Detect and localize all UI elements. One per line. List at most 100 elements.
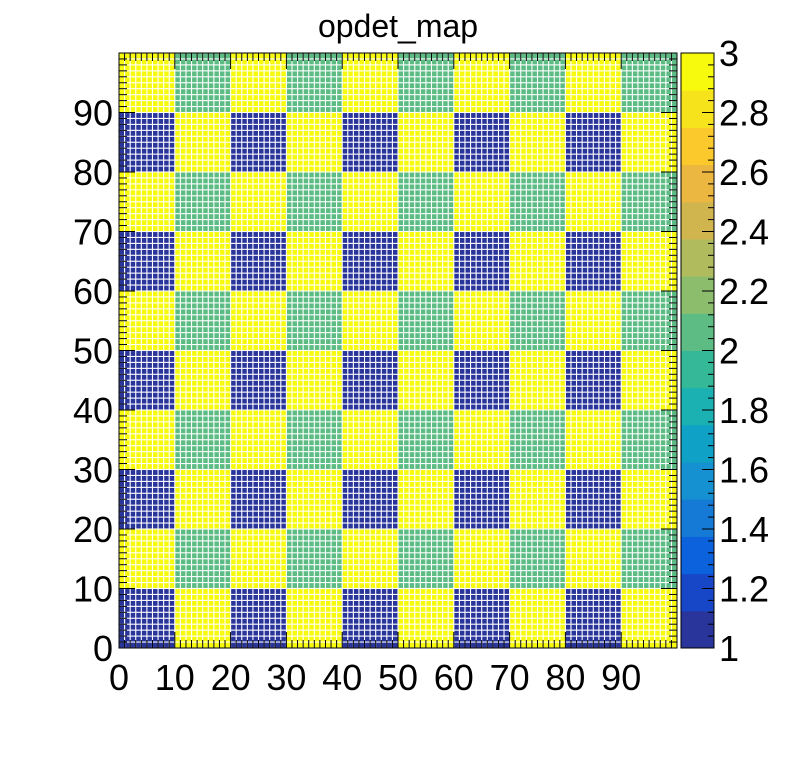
heatmap-cell <box>610 571 616 577</box>
heatmap-cell <box>493 618 498 624</box>
heatmap-cell <box>655 499 660 505</box>
heatmap-cell <box>621 642 627 648</box>
heatmap-cell <box>365 481 370 487</box>
heatmap-cell <box>298 618 303 624</box>
heatmap-cell <box>270 511 275 517</box>
heatmap-cell <box>459 553 465 559</box>
heatmap-cell <box>649 589 655 594</box>
heatmap-cell <box>208 618 214 624</box>
heatmap-cell <box>437 541 443 547</box>
heatmap-cell <box>264 595 270 600</box>
heatmap-cell <box>130 577 136 582</box>
heatmap-cell <box>448 565 454 571</box>
heatmap-cell <box>147 499 152 505</box>
heatmap-cell <box>526 476 532 481</box>
heatmap-cell <box>498 452 504 458</box>
heatmap-cell <box>370 428 376 434</box>
heatmap-cell <box>621 398 627 404</box>
heatmap-cell <box>443 636 448 642</box>
heatmap-cell <box>638 529 643 535</box>
heatmap-cell <box>242 452 247 458</box>
heatmap-cell <box>208 386 214 392</box>
heatmap-cell <box>326 458 331 463</box>
heatmap-cell <box>247 428 253 434</box>
heatmap-cell <box>621 362 627 368</box>
heatmap-cell <box>404 595 409 600</box>
heatmap-cell <box>286 606 292 612</box>
heatmap-cell <box>136 380 141 386</box>
heatmap-cell <box>638 440 643 446</box>
heatmap-cell <box>404 559 409 565</box>
heatmap-cell <box>454 589 459 594</box>
heatmap-cell <box>247 642 253 648</box>
heatmap-cell <box>420 618 426 624</box>
heatmap-cell <box>588 416 593 422</box>
heatmap-cell <box>264 523 270 529</box>
heatmap-cell <box>616 547 621 553</box>
heatmap-cell <box>164 642 169 648</box>
heatmap-cell <box>426 481 431 487</box>
heatmap-cell <box>621 618 627 624</box>
heatmap-cell <box>359 351 364 356</box>
heatmap-cell <box>381 446 387 452</box>
heatmap-cell <box>392 476 398 481</box>
heatmap-cell <box>314 464 320 469</box>
heatmap-cell <box>404 410 409 416</box>
heatmap-cell <box>208 404 214 410</box>
heatmap-cell <box>404 434 409 440</box>
heatmap-cell <box>180 374 186 380</box>
heatmap-cell <box>666 577 671 582</box>
heatmap-cell <box>275 529 281 535</box>
heatmap-cell <box>515 541 521 547</box>
heatmap-cell <box>180 357 186 362</box>
heatmap-cell <box>560 493 565 499</box>
heatmap-cell <box>331 571 337 577</box>
heatmap-cell <box>593 398 599 404</box>
heatmap-cell <box>286 636 292 642</box>
heatmap-cell <box>303 368 309 374</box>
heatmap-cell <box>610 422 616 428</box>
heatmap-cell <box>270 422 275 428</box>
heatmap-cell <box>365 428 370 434</box>
heatmap-cell <box>543 464 549 469</box>
heatmap-cell <box>443 464 448 469</box>
heatmap-cell <box>532 434 537 440</box>
heatmap-cell <box>298 440 303 446</box>
heatmap-cell <box>326 624 331 630</box>
heatmap-cell <box>498 517 504 523</box>
heatmap-cell <box>275 452 281 458</box>
heatmap-cell <box>119 351 125 356</box>
heatmap-cell <box>432 499 437 505</box>
heatmap-cell <box>192 499 197 505</box>
heatmap-cell <box>353 511 359 517</box>
heatmap-cell <box>365 487 370 493</box>
heatmap-cell <box>320 386 325 392</box>
heatmap-cell <box>398 511 404 517</box>
heatmap-cell <box>298 571 303 577</box>
heatmap-cell <box>286 547 292 553</box>
heatmap-cell <box>292 357 298 362</box>
heatmap-cell <box>660 541 666 547</box>
heatmap-cell <box>281 571 286 577</box>
heatmap-cell <box>231 600 236 606</box>
heatmap-cell <box>158 428 164 434</box>
heatmap-cell <box>582 446 588 452</box>
heatmap-cell <box>314 357 320 362</box>
heatmap-cell <box>286 511 292 517</box>
heatmap-cell <box>404 600 409 606</box>
heatmap-cell <box>370 589 376 594</box>
heatmap-cell <box>242 392 247 398</box>
heatmap-cell <box>203 392 208 398</box>
heatmap-cell <box>482 374 487 380</box>
heatmap-cell <box>119 410 125 416</box>
heatmap-cell <box>415 380 420 386</box>
heatmap-cell <box>387 351 392 356</box>
heatmap-cell <box>504 428 510 434</box>
heatmap-cell <box>376 553 381 559</box>
heatmap-cell <box>180 386 186 392</box>
heatmap-cell <box>158 523 164 529</box>
heatmap-cell <box>303 511 309 517</box>
heatmap-cell <box>515 630 521 636</box>
heatmap-cell <box>627 404 632 410</box>
heatmap-cell <box>387 529 392 535</box>
